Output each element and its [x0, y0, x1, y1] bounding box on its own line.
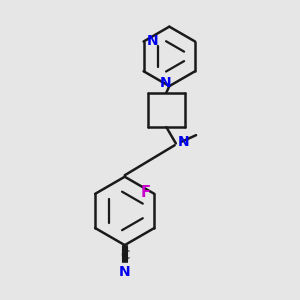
Text: N: N	[119, 265, 130, 279]
Text: C: C	[120, 249, 129, 262]
Text: N: N	[178, 135, 189, 149]
Text: N: N	[159, 76, 171, 90]
Text: F: F	[141, 185, 151, 200]
Text: N: N	[147, 34, 159, 48]
